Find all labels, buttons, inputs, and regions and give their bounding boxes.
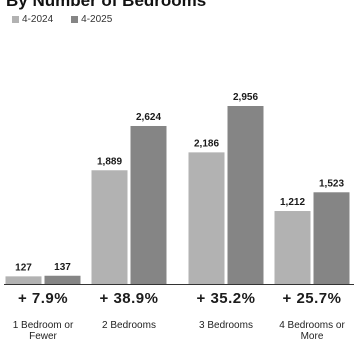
data-label-2024-2: 1,889	[97, 156, 122, 167]
bar-2025-3	[227, 106, 264, 284]
data-label-2025-2: 2,624	[136, 112, 161, 123]
data-label-2024-1: 127	[15, 262, 32, 273]
legend-swatch-2024	[12, 16, 19, 23]
category-label-2: 2 Bedrooms	[102, 320, 156, 331]
legend-label-2025: 4-2025	[81, 14, 113, 25]
category-label-4: 4 Bedrooms or More	[279, 320, 345, 342]
percent-change-4: + 25.7%	[282, 290, 342, 307]
bar-2025-4	[313, 192, 350, 284]
data-label-2024-3: 2,186	[194, 138, 219, 149]
legend-label-2024: 4-2024	[22, 14, 54, 25]
chart-title: By Number of Bedrooms	[6, 0, 207, 10]
category-label-3: 3 Bedrooms	[199, 320, 253, 331]
percent-change-row: + 7.9% + 38.9% + 35.2% + 25.7%	[0, 290, 354, 312]
data-label-2025-4: 1,523	[319, 178, 344, 189]
bar-2024-2	[91, 170, 128, 284]
bar-2024-1	[5, 276, 42, 284]
legend-swatch-2025	[71, 16, 79, 23]
bar-2024-3	[188, 152, 225, 284]
data-label-2024-4: 1,212	[280, 197, 305, 208]
percent-change-3: + 35.2%	[196, 290, 256, 307]
legend-item-2025: 4-2025	[71, 14, 112, 25]
legend: 4-2024 4-2025	[12, 14, 112, 25]
bar-2024-4	[274, 211, 311, 284]
category-axis: 1 Bedroom or Fewer 2 Bedrooms 3 Bedrooms 4 …	[0, 320, 354, 348]
percent-change-2: + 38.9%	[99, 290, 159, 307]
percent-change-1: + 7.9%	[17, 290, 69, 307]
data-label-2025-3: 2,956	[233, 92, 258, 103]
bar-2025-2	[130, 125, 167, 284]
bar-2025-1	[44, 275, 81, 284]
category-label-1: 1 Bedroom or Fewer	[12, 320, 74, 342]
legend-item-2024: 4-2024	[12, 14, 53, 25]
data-label-2025-1: 137	[54, 262, 71, 273]
